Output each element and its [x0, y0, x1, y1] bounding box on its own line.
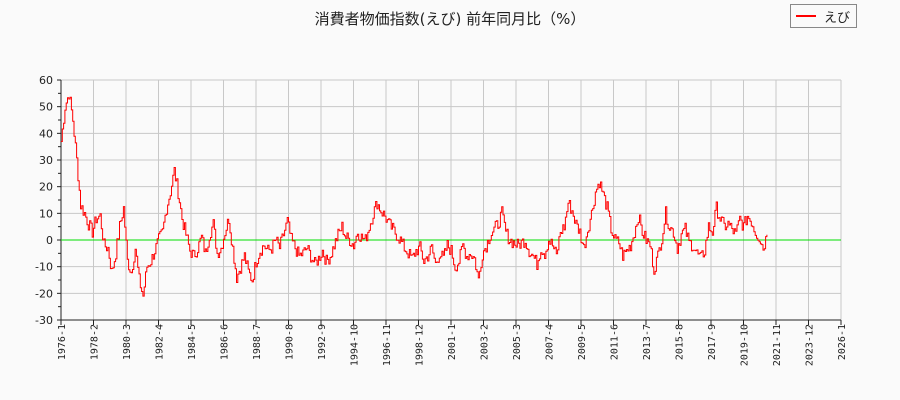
y-axis: 60 50 40 30 20 10 0 -10 -20 -30 — [35, 74, 62, 327]
x-tick-label: 1996-11 — [382, 324, 393, 366]
x-tick-label: 1988-7 — [252, 324, 263, 360]
x-tick-label: 2015-8 — [675, 324, 686, 360]
x-tick-label: 2026-1 — [837, 324, 848, 360]
x-tick-label: 2005-3 — [512, 324, 523, 360]
x-tick-label: 1986-6 — [220, 324, 231, 360]
x-tick-label: 1994-10 — [350, 324, 361, 366]
legend: えび — [790, 4, 857, 28]
y-tick-label: -20 — [35, 287, 53, 300]
data-series-ebi — [61, 96, 768, 297]
x-tick-label: 1992-9 — [317, 324, 328, 360]
x-tick-label: 2017-9 — [707, 324, 718, 360]
y-tick-label: 20 — [39, 181, 53, 194]
y-tick-label: 0 — [46, 234, 53, 247]
x-tick-label: 2011-6 — [610, 324, 621, 360]
legend-swatch — [796, 15, 816, 17]
y-tick-label: 30 — [39, 154, 53, 167]
x-tick-label: 2009-5 — [577, 324, 588, 360]
y-tick-label: -30 — [35, 314, 53, 327]
x-tick-label: 2001-1 — [447, 324, 458, 360]
y-tick-label: -10 — [35, 261, 53, 274]
x-tick-label: 2013-7 — [642, 324, 653, 360]
x-tick-label: 1980-3 — [122, 324, 133, 360]
chart-title: 消費者物価指数(えび) 前年同月比（%） — [314, 10, 586, 28]
x-tick-label: 2003-2 — [480, 324, 491, 360]
x-tick-label: 1998-12 — [415, 324, 426, 366]
y-tick-label: 10 — [39, 207, 53, 220]
x-tick-label: 1978-2 — [90, 324, 101, 360]
y-tick-label: 60 — [39, 74, 53, 87]
y-tick-label: 40 — [39, 127, 53, 140]
x-tick-label: 1990-8 — [285, 324, 296, 360]
x-tick-label: 2019-10 — [740, 324, 751, 366]
legend-label: えび — [824, 10, 851, 26]
x-tick-label: 1976-1 — [57, 324, 68, 360]
y-tick-label: 50 — [39, 101, 53, 114]
grid-lines — [60, 79, 842, 321]
x-tick-label: 1982-4 — [155, 324, 166, 360]
x-axis: 1976-1 1978-2 1980-3 1982-4 1984-5 1986-6 1988… — [57, 319, 848, 366]
x-tick-label: 1984-5 — [187, 324, 198, 360]
x-tick-label: 2021-11 — [772, 324, 783, 366]
x-tick-label: 2007-4 — [545, 324, 556, 360]
x-tick-label: 2023-12 — [805, 324, 816, 366]
